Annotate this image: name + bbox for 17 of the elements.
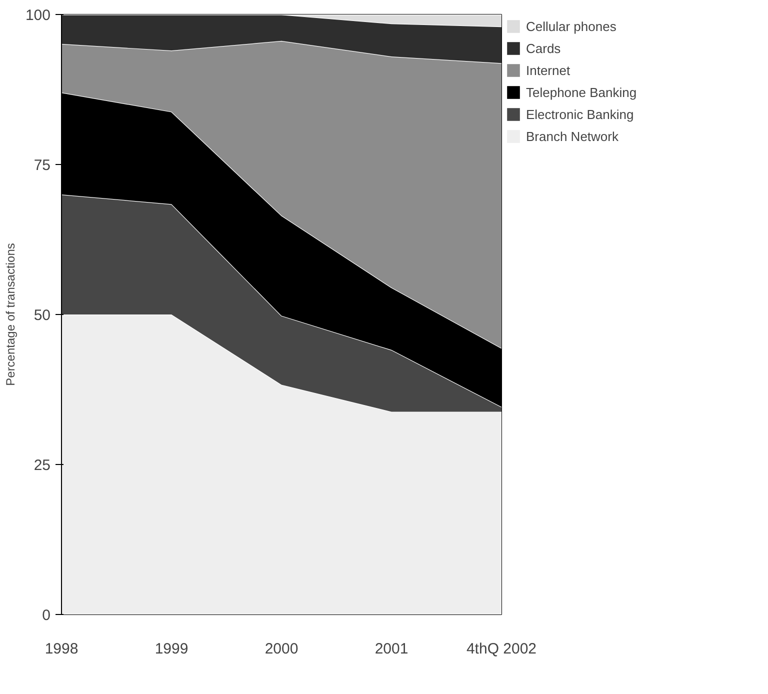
y-tick-label: 75: [34, 157, 51, 174]
x-tick-label: 1999: [154, 640, 188, 658]
legend-label: Branch Network: [526, 128, 618, 144]
y-tick-label: 100: [25, 7, 51, 24]
legend-label: Cards: [526, 40, 561, 56]
y-tick-label: 0: [42, 607, 50, 624]
x-tick-label: 1998: [44, 640, 78, 658]
y-tick-label: 50: [34, 307, 51, 324]
legend-label: Electronic Banking: [526, 106, 634, 122]
y-tick-label: 25: [34, 457, 51, 474]
y-axis-title: Percentage of transactions: [3, 243, 18, 386]
x-tick-label: 2001: [374, 640, 408, 658]
x-tick-label: 2000: [264, 640, 298, 658]
x-tick-label: 4thQ 2002: [466, 640, 537, 658]
legend-label: Telephone Banking: [526, 84, 637, 100]
legend-label: Internet: [526, 62, 570, 78]
legend-label: Cellular phones: [526, 18, 616, 34]
